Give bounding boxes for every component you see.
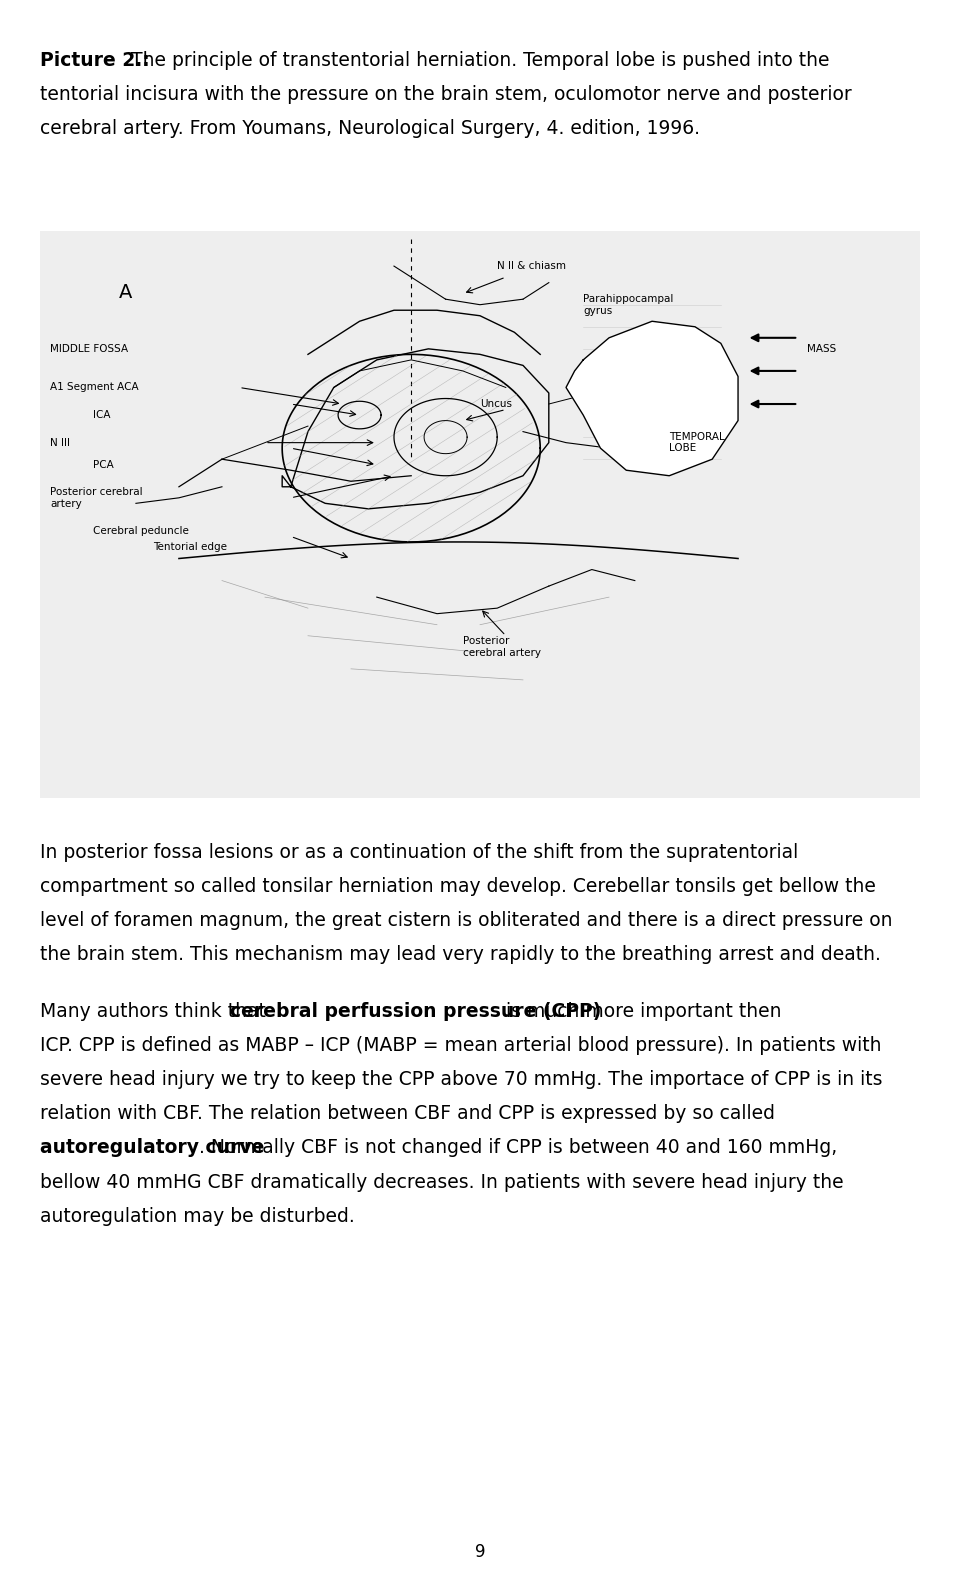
Text: 9: 9 [475, 1544, 485, 1561]
Text: N III: N III [50, 437, 70, 448]
Text: N II & chiasm: N II & chiasm [497, 261, 566, 270]
Text: tentorial incisura with the pressure on the brain stem, oculomotor nerve and pos: tentorial incisura with the pressure on … [40, 86, 852, 103]
Text: MIDDLE FOSSA: MIDDLE FOSSA [50, 343, 128, 355]
Text: relation with CBF. The relation between CBF and CPP is expressed by so called: relation with CBF. The relation between … [40, 1105, 776, 1123]
Text: A: A [119, 283, 132, 302]
Text: autoregulation may be disturbed.: autoregulation may be disturbed. [40, 1207, 355, 1226]
Text: TEMPORAL
LOBE: TEMPORAL LOBE [669, 432, 725, 453]
Text: ICA: ICA [93, 410, 110, 420]
Text: cerebral artery. From Youmans, Neurological Surgery, 4. edition, 1996.: cerebral artery. From Youmans, Neurologi… [40, 119, 701, 138]
Text: Uncus: Uncus [480, 399, 512, 409]
Text: compartment so called tonsilar herniation may develop. Cerebellar tonsils get be: compartment so called tonsilar herniatio… [40, 878, 876, 895]
Text: The principle of transtentorial herniation. Temporal lobe is pushed into the: The principle of transtentorial herniati… [125, 51, 829, 70]
Text: MASS: MASS [806, 343, 836, 355]
Text: Tentorial edge: Tentorial edge [154, 542, 228, 552]
Text: Parahippocampal
gyrus: Parahippocampal gyrus [584, 294, 674, 315]
Text: Posterior cerebral
artery: Posterior cerebral artery [50, 487, 142, 509]
Text: . Normally CBF is not changed if CPP is between 40 and 160 mmHg,: . Normally CBF is not changed if CPP is … [199, 1138, 837, 1158]
Text: Picture 2.:: Picture 2.: [40, 51, 150, 70]
Text: bellow 40 mmHG CBF dramatically decreases. In patients with severe head injury t: bellow 40 mmHG CBF dramatically decrease… [40, 1173, 844, 1191]
Text: Posterior
cerebral artery: Posterior cerebral artery [463, 636, 540, 658]
Text: autoregulatory curve: autoregulatory curve [40, 1138, 265, 1158]
Text: PCA: PCA [93, 460, 113, 469]
Text: Cerebral peduncle: Cerebral peduncle [93, 526, 189, 536]
Text: level of foramen magnum, the great cistern is obliterated and there is a direct : level of foramen magnum, the great ciste… [40, 911, 893, 930]
Polygon shape [566, 321, 738, 475]
Text: severe head injury we try to keep the CPP above 70 mmHg. The importace of CPP is: severe head injury we try to keep the CP… [40, 1070, 883, 1089]
Bar [40, 231, 920, 798]
Text: In posterior fossa lesions or as a continuation of the shift from the supratento: In posterior fossa lesions or as a conti… [40, 843, 799, 862]
Text: Many authors think that: Many authors think that [40, 1002, 273, 1021]
Text: cerebral perfussion pressure (CPP): cerebral perfussion pressure (CPP) [230, 1002, 602, 1021]
Text: ICP. CPP is defined as MABP – ICP (MABP = mean arterial blood pressure). In pati: ICP. CPP is defined as MABP – ICP (MABP … [40, 1037, 882, 1054]
Text: the brain stem. This mechanism may lead very rapidly to the breathing arrest and: the brain stem. This mechanism may lead … [40, 944, 881, 964]
Text: is much more important then: is much more important then [500, 1002, 781, 1021]
Text: A1 Segment ACA: A1 Segment ACA [50, 383, 138, 393]
